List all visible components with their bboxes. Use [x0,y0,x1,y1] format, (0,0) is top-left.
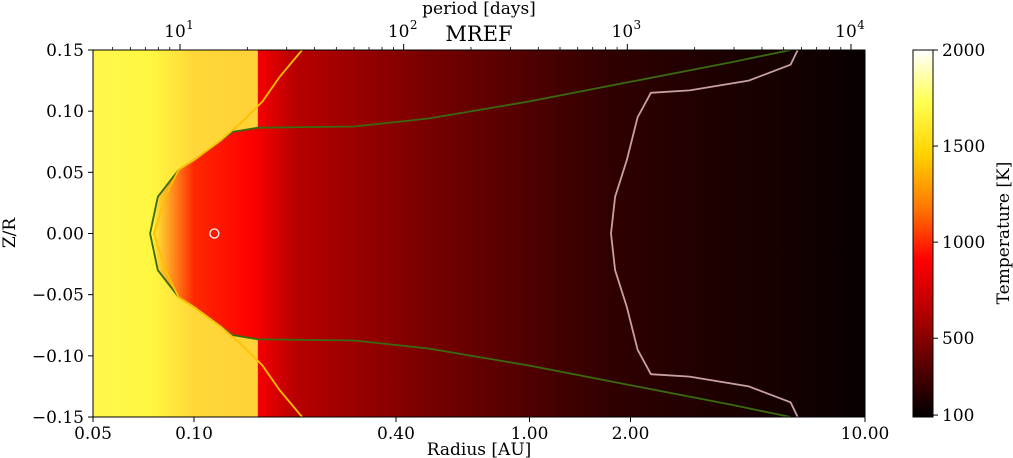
colorbar [912,49,934,418]
y-tick-label: 0.00 [46,225,84,245]
y-tick-label: −0.15 [32,408,84,428]
x-axis-label: Radius [AU] [427,440,532,458]
top-axis-label: period [days] [422,0,536,19]
x-tick-label: 0.10 [175,424,213,444]
green-boundary-contour [149,50,791,417]
top-tick-exponent: 2 [410,18,418,32]
plot-area [93,50,865,417]
top-tick-label: 10 [388,22,410,42]
y-tick-label: 0.05 [46,163,84,183]
x-axis-ticks: 0.05 0.10 0.40 1.00 2.00 10.00 [74,417,889,444]
top-tick-label: 10 [164,22,186,42]
planet-marker [209,228,220,239]
top-tick-label: 10 [835,22,857,42]
top-tick-exponent: 1 [186,18,194,32]
x-tick-label: 1.00 [511,424,549,444]
y-axis-label: Z/R [0,217,20,249]
top-tick-exponent: 3 [634,18,642,32]
chart-title: MREF [445,22,512,46]
colorbar-tick-label: 500 [942,329,974,349]
colorbar-tick-label: 1000 [942,233,985,253]
x-tick-label: 2.00 [612,424,650,444]
pale-contour-contour [610,50,799,417]
marker-layer [209,228,220,239]
top-tick-exponent: 4 [857,18,865,32]
x-tick-label: 0.40 [377,424,415,444]
y-tick-label: 0.10 [46,102,84,122]
top-axis-ticks: 10 1 10 2 10 3 10 4 [112,18,865,50]
colorbar-tick-label: 1500 [942,137,985,157]
colorbar-ticks: 2000 1500 1000 500 100 [933,41,985,426]
inner-hot-region [93,50,258,417]
colorbar-tick-label: 2000 [942,41,985,61]
y-tick-label: 0.15 [46,41,84,61]
colorbar-label: Temperature [K] [994,162,1013,305]
contour-lines [149,50,799,417]
colorbar-tick-label: 100 [942,406,974,426]
y-axis-ticks: 0.15 0.10 0.05 0.00 −0.05 −0.10 −0.15 [32,41,93,428]
y-tick-label: −0.05 [32,286,84,306]
x-tick-label: 0.05 [74,424,112,444]
top-tick-label: 10 [612,22,634,42]
yellow-contour-contour [153,50,303,417]
y-tick-label: −0.10 [32,347,84,367]
x-tick-label: 10.00 [841,424,890,444]
